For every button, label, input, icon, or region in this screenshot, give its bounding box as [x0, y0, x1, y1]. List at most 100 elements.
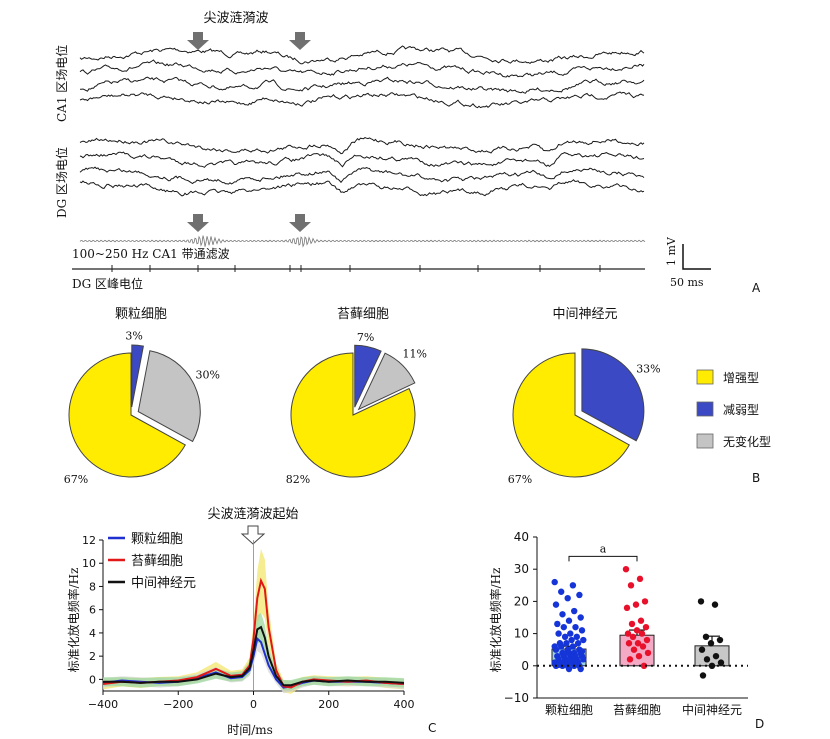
data-point — [643, 636, 651, 644]
data-point — [712, 652, 720, 660]
y-tick-label: 10 — [514, 627, 529, 641]
data-point — [629, 633, 637, 641]
y-tick-label: 30 — [514, 562, 529, 576]
data-point — [571, 607, 578, 615]
data-point — [633, 627, 641, 634]
data-point — [703, 656, 711, 663]
swr-onset-annotation: 尖波涟漪波起始 — [207, 506, 298, 522]
bandpass-trace — [79, 235, 646, 248]
data-point — [580, 636, 587, 644]
data-point — [569, 582, 577, 589]
bar-y-axis-label: 标准化放电频率/Hz — [488, 568, 503, 673]
data-point — [552, 646, 560, 653]
x-category-label: 中间神经元 — [682, 702, 742, 717]
data-point — [637, 617, 645, 624]
pie-percent-label: 3% — [125, 329, 142, 342]
data-point — [560, 623, 567, 631]
pie-slice — [357, 352, 416, 411]
legend-label: 减弱型 — [723, 403, 759, 417]
data-point — [554, 620, 561, 628]
data-point — [565, 665, 573, 673]
pie-percent-label: 11% — [403, 347, 427, 360]
data-point — [699, 672, 707, 679]
field-potential-trace — [79, 59, 645, 78]
data-point — [697, 598, 705, 605]
data-point — [565, 617, 573, 624]
x-axis-label: 时间/ms — [227, 723, 273, 737]
data-point — [630, 646, 638, 653]
data-point — [627, 582, 635, 589]
data-point — [644, 649, 652, 657]
data-point — [698, 646, 706, 653]
data-point — [552, 601, 560, 608]
pie-title: 苔藓细胞 — [337, 307, 389, 322]
data-point — [567, 630, 574, 637]
y-tick-label: −10 — [504, 691, 529, 705]
pie-slice — [290, 352, 416, 478]
legend-swatch — [696, 369, 714, 385]
pie-title: 颗粒细胞 — [115, 307, 167, 322]
data-point — [577, 614, 584, 621]
data-point — [578, 648, 586, 655]
hollow-down-arrow-icon — [240, 525, 266, 545]
legend-swatch — [696, 433, 714, 449]
y-tick-label: 12 — [82, 534, 96, 547]
legend-swatch — [696, 401, 714, 417]
data-point — [576, 591, 583, 599]
field-potential-traces — [79, 45, 645, 197]
data-point — [640, 662, 648, 669]
y-tick-label: 8 — [89, 580, 96, 593]
data-point — [567, 657, 574, 665]
bandpass-label: 100~250 Hz CA1 带通滤波 — [72, 247, 230, 261]
data-point — [573, 633, 580, 641]
bandpass-line — [79, 235, 646, 248]
data-point — [622, 566, 630, 573]
pie-slice — [137, 350, 201, 443]
field-potential-trace — [79, 137, 645, 155]
x-tick-label: −200 — [163, 698, 193, 711]
panel-a: 尖波涟漪波 CA1 区场电位 DG 区场电位 100~250 Hz CA1 带通… — [54, 10, 761, 295]
data-point — [569, 643, 577, 650]
pie-percent-label: 33% — [636, 362, 660, 375]
swr-arrow-label: 尖波涟漪波 — [203, 10, 268, 26]
panel-letter-c: C — [428, 721, 436, 735]
legend-label: 增强型 — [723, 371, 759, 385]
data-point — [578, 627, 586, 634]
dg-spike-trace — [72, 265, 645, 272]
scale-time-label: 50 ms — [670, 276, 704, 289]
pie-slice — [68, 352, 186, 478]
pie-percent-label: 30% — [196, 369, 220, 382]
data-point — [625, 640, 633, 647]
panel-letter-a: A — [752, 281, 761, 295]
y-tick-label: 10 — [82, 557, 96, 570]
series-line — [103, 625, 405, 687]
x-category-label: 苔藓细胞 — [613, 703, 661, 717]
panel-letter-b: B — [752, 471, 760, 485]
data-point — [568, 636, 575, 644]
field-potential-trace — [79, 91, 645, 109]
field-potential-trace — [79, 179, 645, 197]
panel-c: 尖波涟漪波起始 −400 −200 0 200 400 0 2 4 6 8 10 12 颗粒细胞苔藓细胞… — [66, 506, 436, 737]
field-potential-trace — [79, 166, 645, 185]
down-arrow-icon — [187, 214, 209, 232]
legend-label: 颗粒细胞 — [131, 532, 183, 547]
down-arrow-icon — [289, 214, 311, 232]
series-line — [102, 577, 405, 689]
data-point — [707, 640, 715, 647]
panel-letter-d: D — [755, 717, 764, 731]
pie-slice — [512, 352, 630, 478]
data-point — [626, 656, 634, 663]
data-point — [558, 588, 565, 595]
dg-spike-label: DG 区峰电位 — [72, 276, 143, 291]
pie-title: 中间神经元 — [552, 307, 617, 322]
pie-percent-label: 7% — [357, 331, 374, 344]
x-category-label: 颗粒细胞 — [545, 702, 593, 717]
pie-percent-label: 67% — [508, 473, 532, 486]
pie-slice — [354, 344, 382, 408]
x-tick-label: 400 — [394, 698, 415, 711]
data-point — [572, 654, 579, 661]
data-point — [702, 633, 710, 641]
